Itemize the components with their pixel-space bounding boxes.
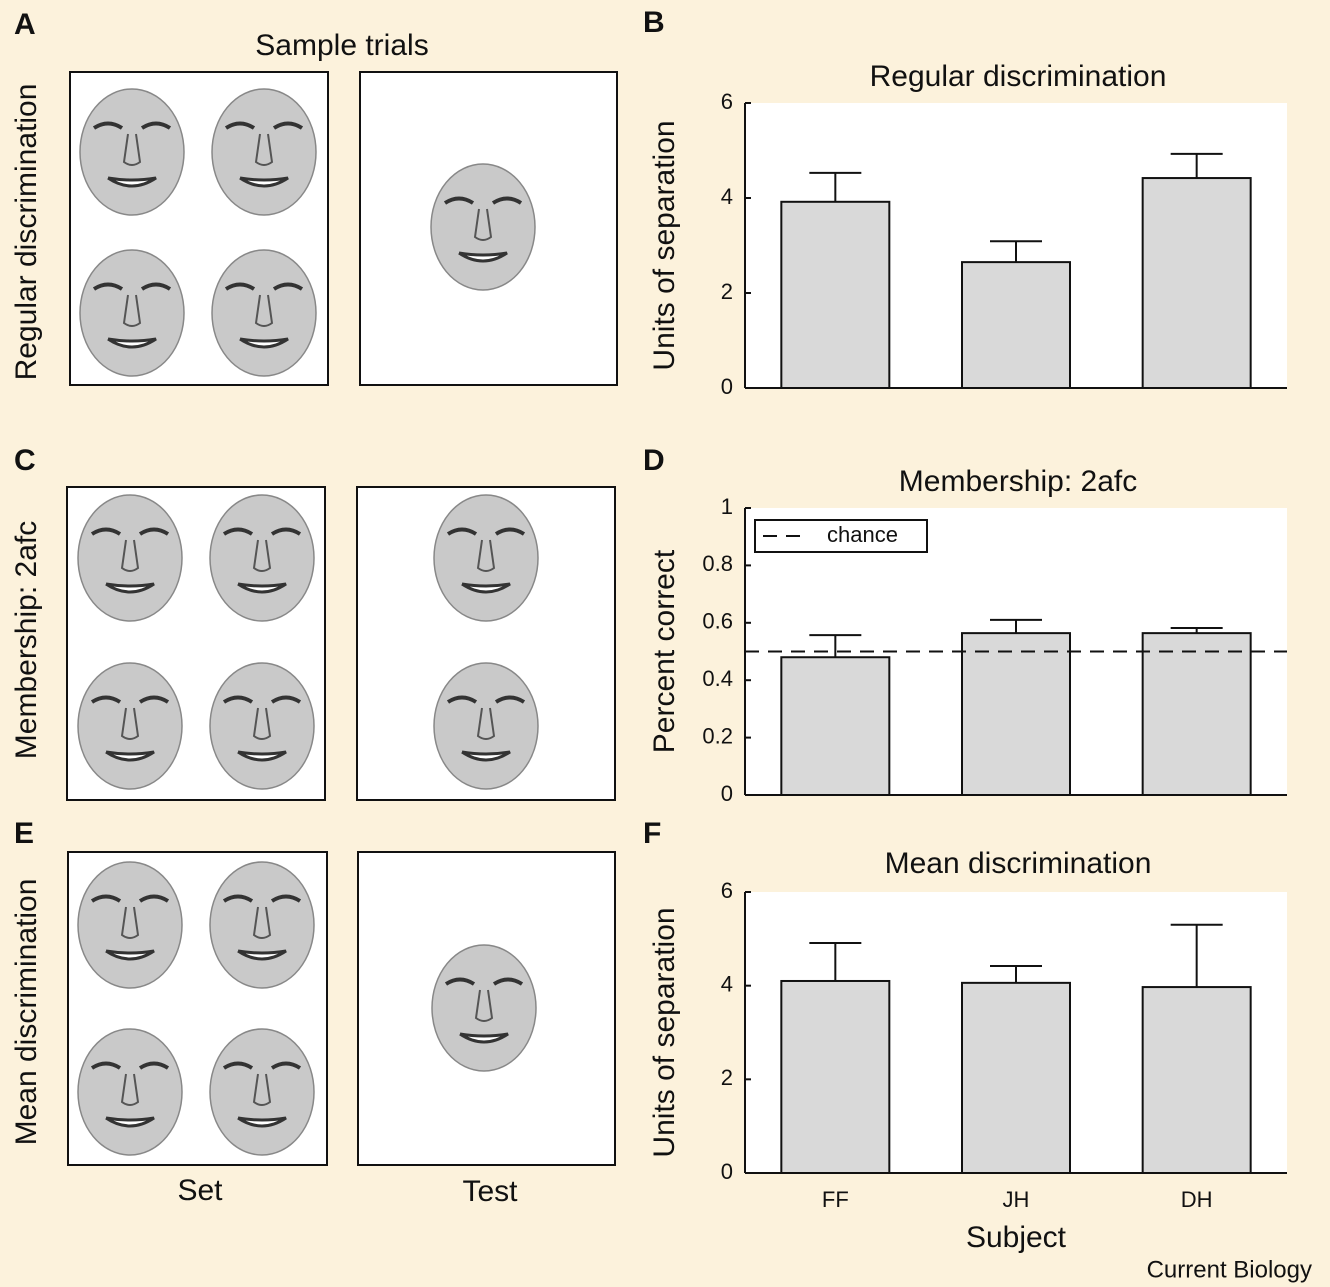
y-tick-label: 0 — [721, 781, 733, 806]
legend: chance — [755, 520, 927, 552]
face-outline — [78, 663, 182, 789]
credit: Current Biology — [1147, 1256, 1312, 1283]
y-tick-label: 2 — [721, 279, 733, 304]
bar — [781, 202, 889, 388]
sample-title: Sample trials — [255, 29, 428, 62]
face — [432, 945, 536, 1071]
face-outline — [431, 164, 535, 290]
chart-title: Mean discrimination — [885, 847, 1152, 880]
y-tick-label: 6 — [721, 878, 733, 903]
panel-label: E — [14, 817, 34, 850]
y-tick-label: 0.8 — [702, 551, 733, 576]
bar — [781, 657, 889, 795]
row-label: Membership: 2afc — [10, 521, 43, 759]
x-axis-label: Subject — [966, 1221, 1067, 1254]
face — [210, 1029, 314, 1155]
y-tick-label: 0 — [721, 1159, 733, 1184]
face-outline — [78, 1029, 182, 1155]
panel-label: C — [14, 444, 36, 477]
y-tick-label: 0 — [721, 374, 733, 399]
x-tick-label: FF — [822, 1187, 849, 1212]
y-tick-label: 6 — [721, 89, 733, 114]
panel-label: F — [643, 817, 661, 850]
bar — [962, 983, 1070, 1173]
y-tick-label: 1 — [721, 494, 733, 519]
bar — [781, 981, 889, 1173]
y-tick-label: 4 — [721, 184, 733, 209]
face — [210, 862, 314, 988]
face — [210, 663, 314, 789]
face — [80, 250, 184, 376]
column-label: Set — [177, 1174, 223, 1207]
bar — [1143, 178, 1251, 388]
face — [212, 250, 316, 376]
face-outline — [80, 89, 184, 215]
panel-label: D — [643, 444, 665, 477]
face-outline — [434, 495, 538, 621]
face — [80, 89, 184, 215]
figure: A B C D E F Sample trials Regular discri… — [0, 0, 1330, 1287]
x-tick-label: JH — [1003, 1187, 1030, 1212]
face-outline — [432, 945, 536, 1071]
chart-title: Membership: 2afc — [899, 465, 1137, 498]
y-axis-label: Units of separation — [648, 120, 681, 370]
face-outline — [78, 495, 182, 621]
y-tick-label: 0.2 — [702, 723, 733, 748]
face — [78, 495, 182, 621]
face-outline — [212, 89, 316, 215]
face-outline — [434, 663, 538, 789]
y-tick-label: 2 — [721, 1065, 733, 1090]
bar — [962, 633, 1070, 795]
y-tick-label: 0.6 — [702, 609, 733, 634]
face — [434, 495, 538, 621]
panel-label: A — [14, 8, 36, 41]
row-label: Regular discrimination — [10, 84, 43, 381]
face — [431, 164, 535, 290]
y-tick-label: 0.4 — [702, 666, 733, 691]
face-outline — [210, 663, 314, 789]
face — [78, 663, 182, 789]
row-label: Mean discrimination — [10, 879, 43, 1146]
face — [78, 1029, 182, 1155]
legend-label: chance — [827, 522, 898, 547]
page: A B C D E F Sample trials Regular discri… — [0, 0, 1330, 1287]
face-outline — [78, 862, 182, 988]
column-label: Test — [462, 1175, 518, 1208]
chart-title: Regular discrimination — [870, 60, 1167, 93]
face-outline — [210, 862, 314, 988]
face — [78, 862, 182, 988]
bar — [1143, 633, 1251, 795]
face — [210, 495, 314, 621]
face-outline — [210, 1029, 314, 1155]
face — [212, 89, 316, 215]
y-axis-label: Percent correct — [648, 549, 681, 753]
face-outline — [212, 250, 316, 376]
face-outline — [80, 250, 184, 376]
face — [434, 663, 538, 789]
x-tick-label: DH — [1181, 1187, 1213, 1212]
panel-label: B — [643, 6, 665, 39]
bar — [1143, 987, 1251, 1173]
y-tick-label: 4 — [721, 971, 733, 996]
bar — [962, 262, 1070, 388]
face-outline — [210, 495, 314, 621]
y-axis-label: Units of separation — [648, 907, 681, 1157]
